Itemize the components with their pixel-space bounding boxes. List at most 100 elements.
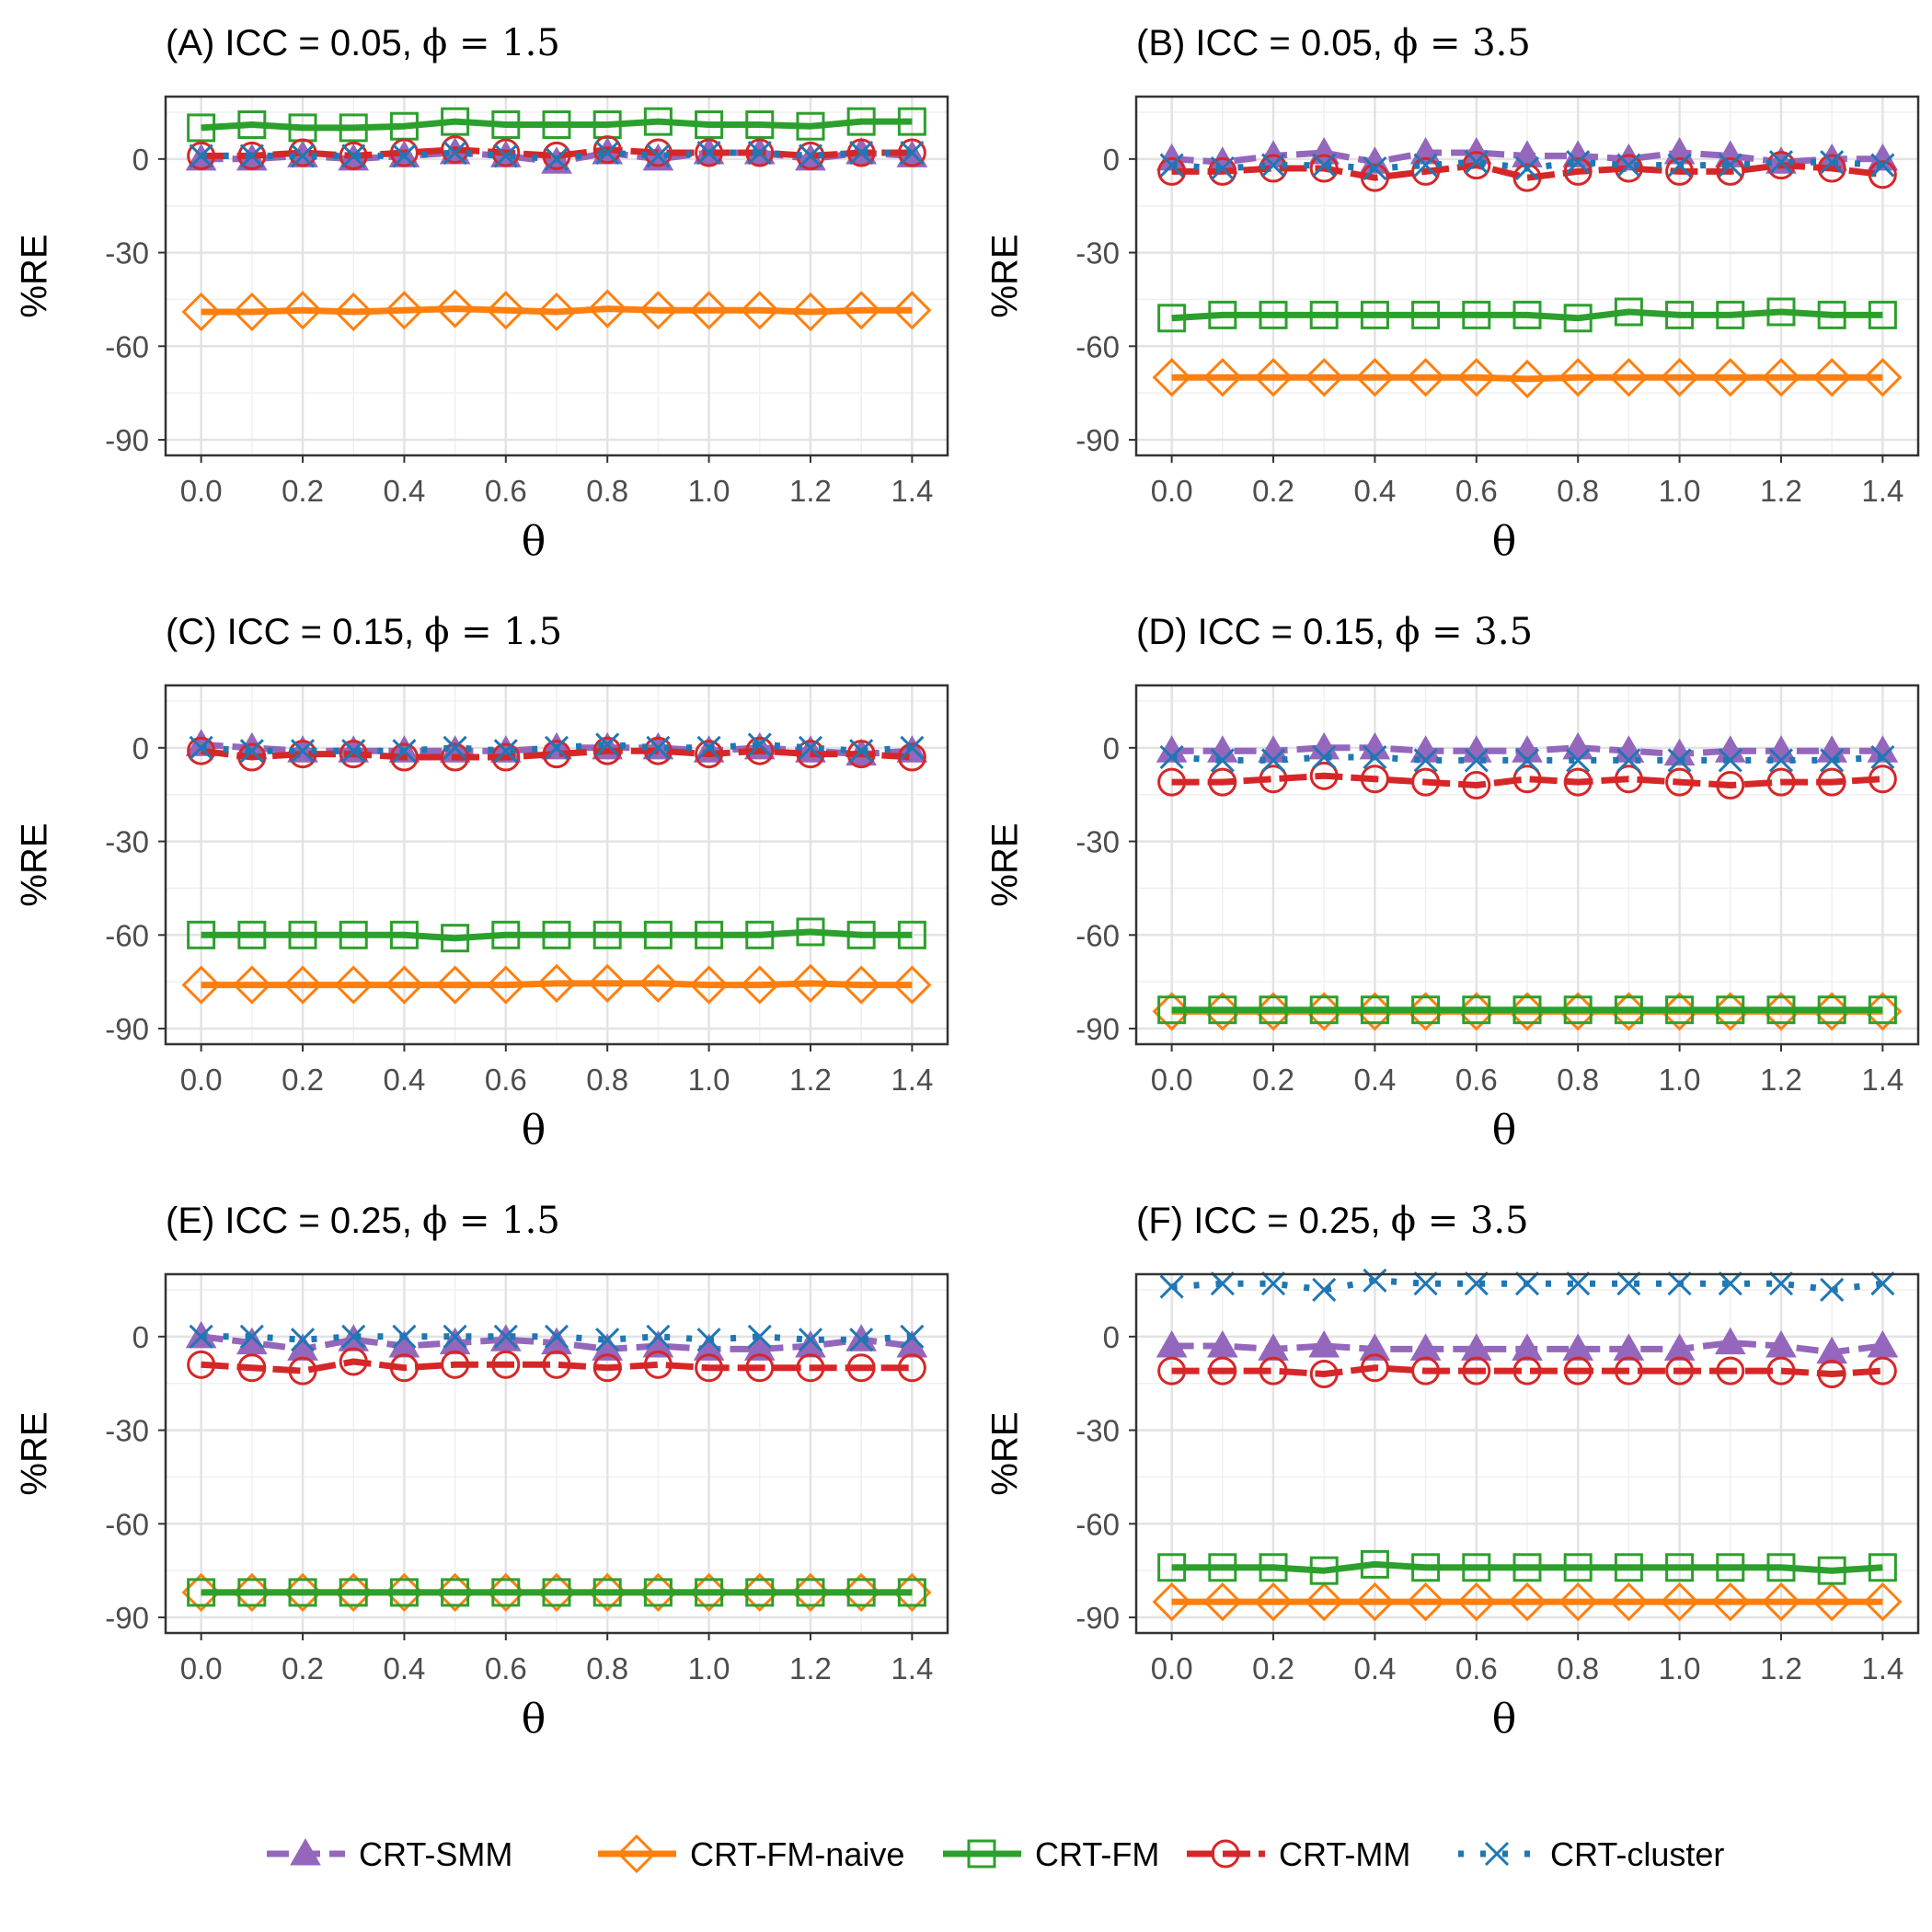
- data-point-cluster: [1363, 155, 1387, 181]
- x-tick-label: 0.4: [383, 474, 425, 508]
- series-fm: [1157, 995, 1897, 1025]
- data-point-fm: [542, 920, 571, 949]
- data-point-cluster: [1260, 748, 1286, 773]
- series-cluster: [189, 732, 925, 764]
- series-fm: [1157, 1549, 1897, 1585]
- y-tick-label: -30: [1075, 825, 1120, 859]
- y-tick-label: 0: [1103, 1320, 1120, 1354]
- data-point-naive: [892, 965, 932, 1005]
- data-point-cluster: [798, 144, 823, 168]
- data-point-mm: [389, 138, 419, 167]
- data-point-naive: [1253, 358, 1294, 397]
- x-tick-label: 0.0: [1151, 1651, 1193, 1685]
- data-point-naive: [1660, 1581, 1699, 1622]
- data-point-cluster: [1464, 150, 1489, 175]
- data-point-fm: [1309, 1556, 1339, 1585]
- data-point-mm: [1411, 767, 1441, 797]
- data-point-naive: [1253, 1581, 1294, 1622]
- data-point-mm: [1208, 156, 1237, 186]
- x-tick-label: 1.2: [1760, 1651, 1802, 1685]
- x-tick-label: 0.6: [485, 1651, 527, 1685]
- data-point-naive: [1305, 358, 1344, 397]
- x-tick-label: 0.6: [1455, 474, 1498, 508]
- data-point-mm: [1512, 163, 1542, 192]
- panel-title: (A) ICC = 0.05, ϕ = 1.5: [166, 22, 560, 64]
- data-point-naive: [385, 291, 424, 330]
- data-point-fm: [1817, 1556, 1846, 1585]
- x-axis-title: θ: [1492, 518, 1517, 565]
- x-tick-label: 0.2: [282, 1063, 324, 1097]
- x-tick-label: 1.0: [1659, 1651, 1701, 1685]
- data-point-mm: [389, 742, 419, 772]
- data-point-cluster: [900, 735, 925, 760]
- data-point-mm: [1563, 156, 1593, 186]
- data-point-cluster: [1413, 1271, 1438, 1296]
- data-point-cluster: [1514, 155, 1540, 181]
- series-line-naive: [201, 305, 913, 316]
- data-point-fm: [187, 920, 216, 949]
- series-line-mm: [1171, 162, 1883, 181]
- y-tick-label: -90: [105, 423, 149, 457]
- data-point-naive: [1202, 358, 1242, 397]
- x-tick-label: 1.4: [1861, 474, 1903, 508]
- data-point-fm: [1411, 300, 1441, 329]
- data-point-mm: [339, 1347, 368, 1376]
- legend-label-naive: CRT-FM-naive: [690, 1835, 904, 1873]
- x-tick-label: 1.2: [789, 1063, 832, 1097]
- series-mm: [1157, 761, 1897, 800]
- data-point-fm: [1563, 1553, 1593, 1582]
- x-tick-label: 1.4: [1861, 1651, 1903, 1685]
- data-point-fm: [288, 1578, 317, 1607]
- data-point-mm: [1157, 1356, 1187, 1386]
- y-axis-title: %RE: [15, 1411, 55, 1495]
- data-point-cluster: [443, 735, 467, 760]
- x-tick-label: 1.0: [688, 474, 730, 508]
- data-point-naive: [282, 291, 323, 330]
- data-point-fm: [1766, 995, 1796, 1025]
- data-point-fm: [695, 920, 724, 949]
- x-tick-label: 0.4: [1353, 1063, 1396, 1097]
- data-point-mm: [491, 1350, 521, 1379]
- data-point-mm: [1614, 154, 1643, 183]
- data-point-mm: [441, 135, 470, 165]
- data-point-fm: [389, 1578, 419, 1607]
- data-point-naive: [1812, 1581, 1852, 1622]
- y-axis-title: %RE: [15, 822, 55, 906]
- data-point-fm: [491, 110, 521, 140]
- data-point-mm: [1157, 156, 1187, 186]
- data-point-mm: [1817, 154, 1846, 183]
- data-point-fm: [441, 1578, 470, 1607]
- data-point-naive: [385, 965, 424, 1005]
- data-point-cluster: [900, 1324, 925, 1349]
- data-point-fm: [745, 110, 775, 140]
- data-point-mm: [1817, 1360, 1846, 1389]
- data-point-fm: [1309, 300, 1339, 329]
- legend: CRT-SMM CRT-FM-naive CRT-FM CRT-MM CRT-clust…: [267, 1834, 1724, 1874]
- data-point-fm: [897, 107, 926, 136]
- data-point-fm: [1716, 995, 1745, 1025]
- data-point-mm: [1868, 160, 1897, 190]
- y-tick-label: -30: [105, 236, 149, 270]
- data-point-cluster: [443, 1324, 467, 1349]
- panel-border: [164, 684, 949, 1046]
- data-point-mm: [1766, 767, 1796, 797]
- panel-c: (C) ICC = 0.15, ϕ = 1.5 0 -30 -60 -90 0.0 0.2 0…: [15, 611, 949, 1154]
- legend-item-cluster: CRT-cluster: [1458, 1835, 1724, 1873]
- data-point-mm: [846, 138, 876, 167]
- data-point-cluster: [1464, 1271, 1489, 1296]
- legend-label-cluster: CRT-cluster: [1550, 1835, 1724, 1873]
- series-line-mm: [201, 747, 913, 761]
- data-point-naive: [740, 291, 779, 330]
- data-point-cluster: [1514, 1271, 1540, 1296]
- data-point-mm: [1817, 767, 1846, 797]
- data-point-mm: [1309, 1360, 1339, 1389]
- data-point-mm: [1716, 771, 1745, 800]
- data-point-cluster: [341, 144, 366, 168]
- data-point-naive: [790, 963, 831, 1003]
- x-tick-label: 1.4: [1861, 1063, 1903, 1097]
- data-point-mm: [1614, 765, 1643, 794]
- legend-marker-fm: [967, 1839, 996, 1869]
- data-point-naive: [1609, 1581, 1649, 1622]
- panel-border: [164, 95, 949, 457]
- data-point-naive: [1305, 1581, 1344, 1622]
